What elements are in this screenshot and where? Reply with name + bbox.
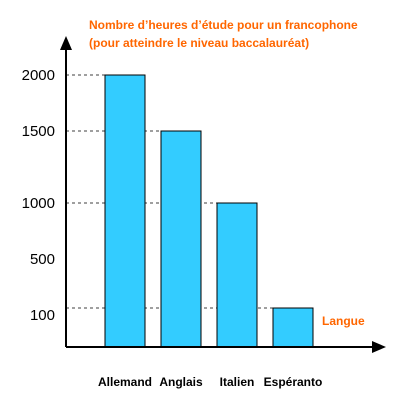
bar-allemand	[104, 74, 146, 348]
bar-anglais	[160, 130, 202, 348]
x-category-label: Espéranto	[264, 375, 323, 389]
bars-group	[104, 74, 314, 348]
chart-title-line-1: Nombre d’heures d’étude pour un francoph…	[89, 18, 358, 32]
x-category-label: Allemand	[98, 375, 152, 389]
y-tick-label: 1500	[22, 123, 55, 140]
y-tick-label: 1000	[22, 195, 55, 212]
chart-title-line-2: (pour atteindre le niveau baccalauréat)	[89, 36, 309, 50]
y-tick-label: 500	[30, 251, 55, 268]
x-axis-arrow	[372, 341, 386, 353]
x-category-labels: Allemand Anglais Italien Espéranto	[98, 375, 322, 389]
bar-espéranto	[272, 307, 314, 348]
y-axis-arrow	[60, 36, 72, 50]
x-axis-label: Langue	[322, 314, 365, 328]
y-tick-labels: 100 500 1000 1500 2000	[22, 67, 55, 324]
y-tick-label: 2000	[22, 67, 55, 84]
x-category-label: Anglais	[159, 375, 203, 389]
y-tick-label: 100	[30, 307, 55, 324]
bar-italien	[216, 202, 258, 348]
x-category-label: Italien	[220, 375, 255, 389]
